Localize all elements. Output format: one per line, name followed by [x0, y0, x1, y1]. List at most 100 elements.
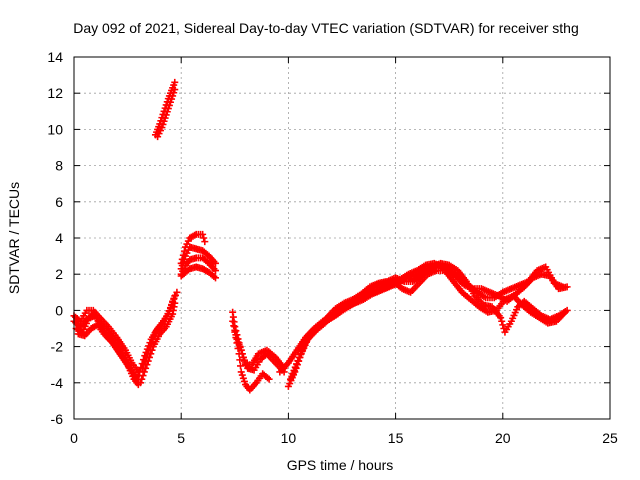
- axis-ticks: [73, 56, 611, 420]
- series-arc-13: [177, 263, 220, 282]
- x-tick-label: 0: [70, 430, 78, 446]
- tick-labels: 0 5 10 15 20 25 -6 -4 -2 0 2 4 6 8 10 12 14: [47, 49, 618, 446]
- data-point: [164, 310, 172, 318]
- series-arc-9: [154, 86, 179, 141]
- data-point: [164, 105, 172, 113]
- data-point: [240, 377, 248, 385]
- data-point: [140, 368, 148, 376]
- data-point: [144, 350, 152, 358]
- data-point: [499, 321, 507, 329]
- data-point: [171, 78, 179, 86]
- data-point: [293, 360, 301, 368]
- data-point: [158, 124, 166, 132]
- data-point: [165, 101, 173, 109]
- y-tick-label: 6: [55, 194, 63, 210]
- data-point: [294, 357, 302, 365]
- data-point: [239, 374, 247, 382]
- data-point: [291, 363, 299, 371]
- data-point: [239, 353, 247, 361]
- y-tick-label: 2: [55, 266, 63, 282]
- data-point: [563, 283, 571, 291]
- y-tick-label: 14: [47, 49, 63, 65]
- data-point: [563, 306, 571, 314]
- data-layer: [70, 78, 571, 394]
- series-arc-7: [139, 288, 181, 372]
- data-point: [170, 89, 178, 97]
- x-tick-label: 25: [602, 430, 618, 446]
- data-point: [140, 361, 148, 369]
- series-arc-4: [74, 321, 140, 385]
- data-point: [162, 111, 170, 119]
- data-point: [171, 86, 179, 94]
- grid: [74, 57, 610, 419]
- data-point: [177, 259, 185, 267]
- data-point: [199, 230, 207, 238]
- y-tick-label: 10: [47, 121, 63, 137]
- data-point: [139, 364, 147, 372]
- chart-title: Day 092 of 2021, Sidereal Day-to-day VTE…: [73, 20, 579, 36]
- data-point: [201, 238, 209, 246]
- data-point: [165, 307, 173, 315]
- y-tick-label: 8: [55, 158, 63, 174]
- data-point: [166, 98, 174, 106]
- data-point: [236, 356, 244, 364]
- y-tick-label: 0: [55, 302, 63, 318]
- data-point: [159, 120, 167, 128]
- data-point: [136, 379, 144, 387]
- data-point: [179, 251, 187, 259]
- data-point: [229, 317, 237, 325]
- y-tick-label: -6: [51, 411, 64, 427]
- data-point: [132, 377, 140, 385]
- data-point: [178, 255, 186, 263]
- x-tick-label: 10: [281, 430, 297, 446]
- data-point: [161, 114, 169, 122]
- data-point: [290, 366, 298, 374]
- data-point: [149, 335, 157, 343]
- data-point: [238, 350, 246, 358]
- series-arc-20: [289, 259, 571, 378]
- data-point: [237, 346, 245, 354]
- data-point: [180, 247, 188, 255]
- data-point: [200, 234, 208, 242]
- series-arc-12: [177, 230, 209, 267]
- y-tick-label: 4: [55, 230, 63, 246]
- data-point: [212, 259, 220, 267]
- series-arc-3: [70, 306, 142, 376]
- data-point: [173, 288, 181, 296]
- data-point: [232, 331, 240, 339]
- data-point: [237, 368, 245, 376]
- data-point: [150, 332, 158, 340]
- data-point: [148, 339, 156, 347]
- data-point: [168, 95, 176, 103]
- data-point: [169, 92, 177, 100]
- data-point: [237, 362, 245, 370]
- data-point: [166, 304, 174, 312]
- y-tick-label: -2: [51, 339, 64, 355]
- x-tick-label: 5: [177, 430, 185, 446]
- data-point: [212, 267, 220, 275]
- x-tick-label: 20: [495, 430, 511, 446]
- x-axis-label: GPS time / hours: [287, 457, 394, 473]
- data-point: [142, 353, 150, 361]
- data-point: [265, 375, 273, 383]
- series-arc-6: [136, 299, 179, 387]
- x-tick-label: 15: [388, 430, 404, 446]
- data-point: [497, 314, 505, 322]
- data-point: [498, 317, 506, 325]
- data-point: [289, 370, 297, 378]
- data-point: [238, 371, 246, 379]
- data-point: [212, 274, 220, 282]
- data-point: [145, 346, 153, 354]
- data-point: [141, 357, 149, 365]
- data-point: [230, 322, 238, 330]
- y-axis-label: SDTVAR / TECUs: [6, 182, 22, 294]
- y-tick-label: -4: [51, 375, 64, 391]
- data-point: [168, 301, 176, 309]
- data-point: [139, 372, 147, 380]
- data-point: [163, 108, 171, 116]
- data-point: [231, 326, 239, 334]
- data-point: [240, 357, 248, 365]
- data-point: [146, 343, 154, 351]
- data-point: [160, 117, 168, 125]
